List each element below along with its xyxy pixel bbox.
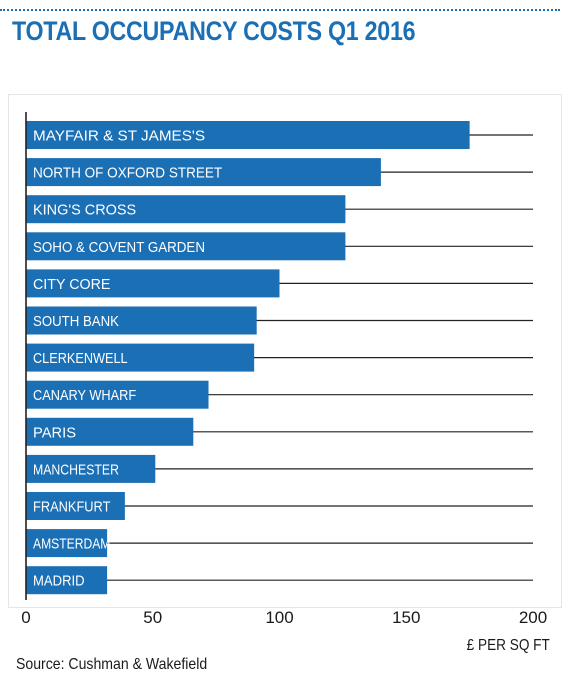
x-tick-label: 50	[143, 608, 162, 627]
bar-category-label: MANCHESTER	[33, 461, 119, 478]
source-note: Source: Cushman & Wakefield	[16, 656, 208, 673]
bar	[26, 529, 108, 558]
bar-category-label: KING'S CROSS	[33, 202, 136, 219]
bar-category-label: FRANKFURT	[33, 499, 110, 516]
bar	[26, 454, 156, 483]
bar	[26, 380, 209, 409]
bar-category-label: NORTH OF OXFORD STREET	[33, 165, 222, 182]
bar	[26, 121, 470, 149]
bar-category-label: SOHO & COVENT GARDEN	[33, 239, 205, 256]
bar-category-label: CLERKENWELL	[33, 350, 128, 367]
bar	[26, 269, 280, 298]
x-tick-label: 0	[21, 608, 30, 627]
chart-title: TOTAL OCCUPANCY COSTS Q1 2016	[12, 16, 416, 46]
bar	[26, 232, 346, 261]
x-tick-label: 200	[519, 608, 547, 627]
bar-category-label: PARIS	[33, 424, 76, 441]
bar	[26, 417, 194, 446]
bar	[26, 195, 346, 224]
top-dotted-rule	[0, 9, 560, 11]
bar-category-label: MADRID	[33, 573, 85, 590]
bar-category-label: AMSTERDAM	[33, 536, 110, 553]
x-tick-label: 150	[392, 608, 420, 627]
bar-category-label: CANARY WHARF	[33, 387, 136, 404]
bar-category-label: MAYFAIR & ST JAMES'S	[33, 128, 205, 145]
bar	[26, 492, 125, 520]
bar-category-label: CITY CORE	[33, 276, 110, 293]
bar	[26, 343, 255, 372]
bar-category-label: SOUTH BANK	[33, 313, 119, 330]
x-tick-label: 100	[265, 608, 293, 627]
bar	[26, 158, 381, 187]
bar	[26, 566, 108, 595]
x-axis-unit-label: £ PER SQ FT	[466, 637, 550, 654]
bar	[26, 306, 257, 335]
